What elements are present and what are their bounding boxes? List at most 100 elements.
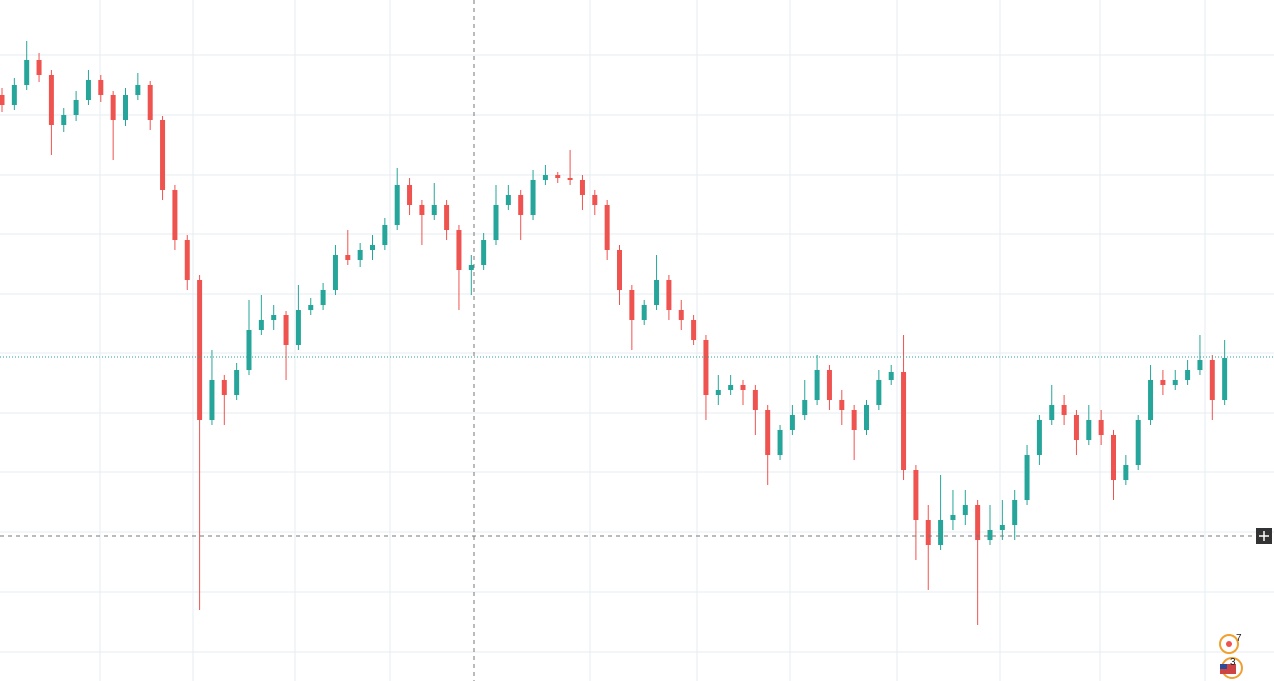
candle-body [1123, 465, 1129, 480]
candle-body [839, 400, 845, 410]
candle-body [518, 195, 524, 215]
candle-body [24, 60, 30, 85]
candle-body [505, 195, 511, 205]
candle-body [876, 380, 882, 405]
candle-body [1049, 405, 1055, 420]
candle-body [73, 100, 79, 115]
candle-body [1073, 415, 1079, 440]
plus-icon [1259, 531, 1269, 541]
candle-body [999, 525, 1005, 530]
badge-dot [1226, 641, 1232, 647]
candle-body [975, 505, 981, 540]
candle-body [1111, 435, 1116, 480]
candle-body [715, 390, 721, 395]
candle-body [604, 205, 610, 250]
candle-body [777, 430, 783, 455]
candle-body [728, 385, 734, 390]
candle-body [814, 370, 820, 400]
candle-body [740, 385, 746, 390]
candle-body [209, 380, 215, 420]
candle-body [61, 115, 67, 125]
candle-body [691, 320, 697, 340]
candle-body [1086, 420, 1092, 440]
candle-body [147, 85, 153, 120]
candle-body [110, 95, 116, 120]
candle-body [1148, 380, 1154, 420]
candle-body [752, 390, 758, 410]
candle-body [172, 190, 178, 240]
candle-body [1160, 380, 1166, 385]
candle-body [234, 370, 240, 395]
candle-body [468, 265, 474, 270]
alert-count: 7 [1236, 633, 1242, 644]
candle-body [357, 250, 363, 260]
candle-body [246, 330, 252, 370]
candle-body [295, 310, 301, 345]
candle-body [555, 175, 561, 178]
candle-body [1197, 360, 1203, 370]
candle-body [1135, 420, 1141, 465]
candle-body [382, 225, 388, 245]
candle-body [0, 95, 5, 105]
candle-body [431, 205, 437, 215]
candle-body [938, 520, 944, 545]
candle-body [98, 80, 104, 95]
candle-body [370, 245, 375, 250]
candle-body [1012, 500, 1018, 525]
candle-body [258, 320, 264, 330]
candle-body [308, 305, 314, 310]
candle-body [135, 85, 141, 95]
candle-body [160, 120, 166, 190]
candle-body [678, 310, 684, 320]
candle-body [864, 405, 869, 430]
candle-body [36, 60, 42, 75]
candle-body [1098, 420, 1104, 435]
candle-body [48, 75, 54, 125]
candle-body [765, 410, 771, 455]
candle-body [925, 520, 931, 545]
candle-body [493, 205, 499, 240]
candle-body [1061, 405, 1067, 415]
candle-body [221, 380, 227, 395]
candle-body [197, 280, 203, 420]
candle-body [1172, 380, 1178, 385]
candle-body [332, 255, 338, 290]
flag-canton [1220, 664, 1227, 669]
candle-body [1185, 370, 1191, 380]
events-badge[interactable]: 3 [1220, 657, 1243, 679]
candle-body [913, 470, 919, 520]
candle-body [654, 280, 660, 305]
candle-body [456, 230, 462, 270]
candle-body [123, 95, 128, 120]
candle-body [320, 290, 326, 305]
candle-body [579, 180, 585, 195]
candle-body [629, 290, 635, 320]
candle-body [950, 515, 956, 520]
candle-body [641, 305, 647, 320]
candle-body [567, 178, 573, 180]
candle-body [85, 80, 91, 100]
candle-body [444, 205, 450, 230]
candle-body [394, 185, 400, 225]
candle-body [987, 530, 993, 540]
candle-body [542, 175, 548, 180]
candle-body [345, 255, 351, 260]
candle-body [1209, 360, 1215, 400]
candle-body [703, 340, 709, 395]
candle-body [11, 85, 17, 105]
candle-body [592, 195, 598, 205]
crosshair-plus-button[interactable] [1256, 528, 1272, 544]
candle-body [419, 205, 425, 215]
candle-body [407, 185, 413, 205]
candle-body [481, 240, 487, 265]
candle-body [530, 180, 536, 215]
candle-body [1036, 420, 1042, 455]
alert-badge[interactable]: 7 [1219, 633, 1242, 654]
candle-body [271, 315, 277, 320]
candle-body [1222, 358, 1228, 400]
candle-body [888, 372, 894, 380]
candle-body [851, 410, 857, 430]
candle-body [666, 280, 672, 310]
candle-body [789, 415, 795, 430]
